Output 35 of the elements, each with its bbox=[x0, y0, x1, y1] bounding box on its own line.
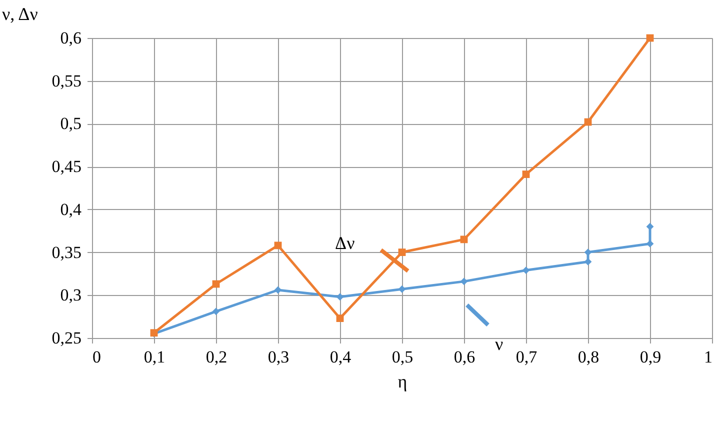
point bbox=[336, 314, 344, 322]
x-tick-label: 0,1 bbox=[144, 348, 166, 366]
x-axis-title: η bbox=[398, 372, 408, 392]
point bbox=[460, 278, 468, 286]
y-tick-label: 0,3 bbox=[60, 286, 82, 305]
x-tick-label: 0,6 bbox=[454, 348, 476, 366]
x-tick-label: 0,3 bbox=[268, 348, 290, 366]
x-tick-label: 1 bbox=[704, 348, 712, 366]
point bbox=[584, 248, 592, 256]
annotation: ν bbox=[495, 334, 504, 354]
x-tick-label: 0,8 bbox=[578, 348, 600, 366]
point bbox=[336, 293, 344, 301]
point bbox=[398, 285, 406, 293]
x-tick-label: 0,5 bbox=[392, 348, 414, 366]
x-tick-label: 0,7 bbox=[516, 348, 538, 366]
point bbox=[212, 308, 220, 316]
x-tick-label: 0,9 bbox=[640, 348, 662, 366]
point bbox=[460, 236, 468, 244]
y-tick-label: 0,6 bbox=[60, 28, 82, 48]
y-tick-label: 0,45 bbox=[52, 157, 82, 176]
y-tick-label: 0,25 bbox=[52, 328, 82, 348]
point bbox=[522, 170, 530, 178]
y-axis-title: ν, Δν bbox=[2, 4, 38, 24]
annotation: Δν bbox=[335, 233, 355, 253]
x-tick-label: 0 bbox=[92, 348, 101, 366]
point bbox=[398, 248, 406, 256]
y-tick-label: 0,5 bbox=[60, 114, 82, 134]
x-tick-label: 0,2 bbox=[206, 348, 228, 366]
y-tick-label: 0,55 bbox=[52, 71, 82, 90]
point bbox=[274, 242, 282, 250]
x-tick-label: 0,4 bbox=[330, 348, 352, 366]
point bbox=[274, 286, 282, 294]
y-tick-label: 0,4 bbox=[60, 200, 82, 219]
y-tick-label: 0,35 bbox=[52, 242, 82, 262]
point bbox=[646, 222, 654, 230]
